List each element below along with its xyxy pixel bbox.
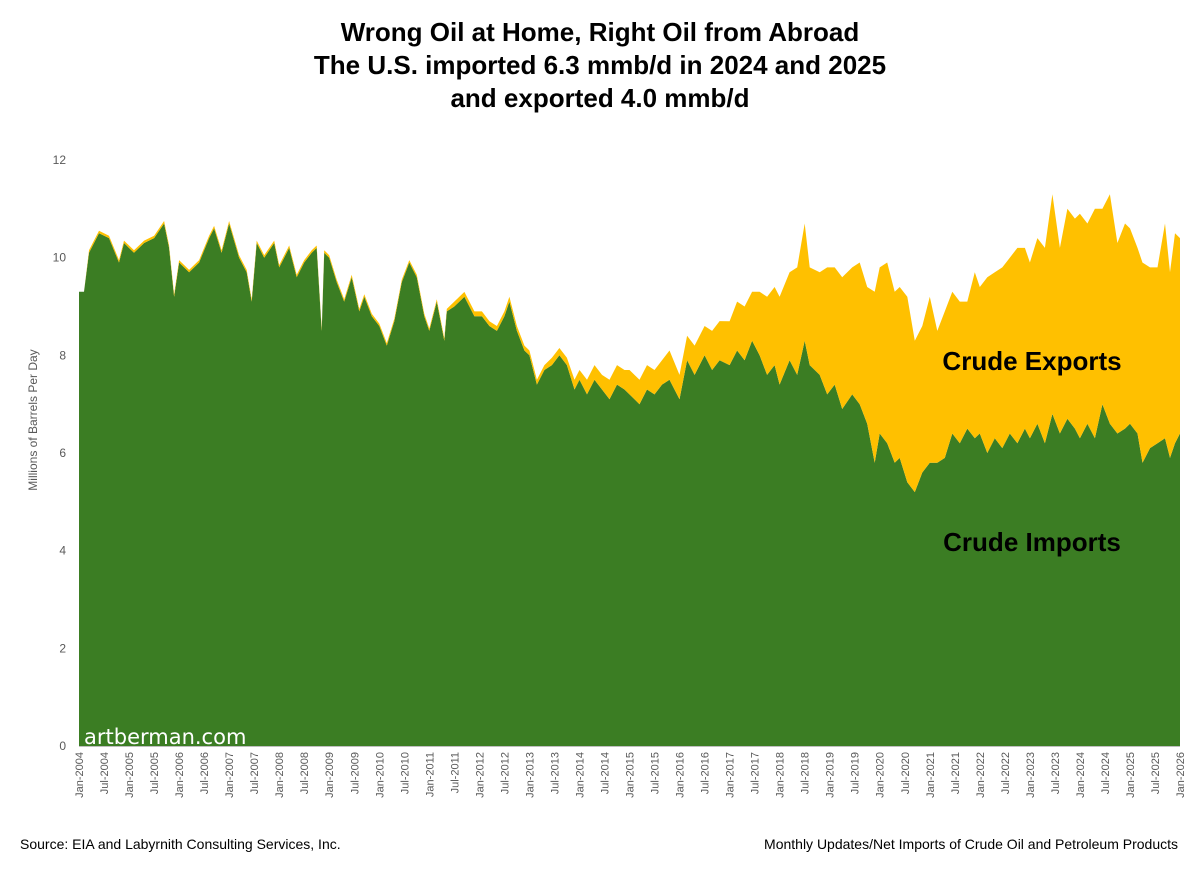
x-tick-label: Jan-2009 (324, 752, 336, 798)
x-tick-label: Jan-2012 (474, 752, 486, 798)
x-tick-label: Jul-2023 (1050, 752, 1062, 794)
x-tick-label: Jul-2013 (549, 752, 561, 794)
x-tick-label: Jul-2020 (900, 752, 912, 794)
x-tick-label: Jan-2007 (224, 752, 236, 798)
x-tick-label: Jan-2020 (875, 752, 887, 798)
x-tick-label: Jan-2013 (524, 752, 536, 798)
x-tick-label: Jul-2008 (299, 752, 311, 794)
x-tick-label: Jan-2006 (174, 752, 186, 798)
x-tick-label: Jan-2010 (374, 752, 386, 798)
x-tick-label: Jul-2021 (950, 752, 962, 794)
x-tick-label: Jan-2005 (124, 752, 136, 798)
x-tick-label: Jan-2023 (1025, 752, 1037, 798)
title-line-2: The U.S. imported 6.3 mmb/d in 2024 and … (313, 50, 887, 80)
x-tick-label: Jan-2026 (1175, 752, 1187, 798)
y-tick-label: 6 (59, 446, 66, 460)
x-tick-label: Jul-2025 (1150, 752, 1162, 794)
x-tick-label: Jan-2018 (775, 752, 787, 798)
area-layer (79, 194, 1180, 746)
x-tick-label: Jan-2025 (1125, 752, 1137, 798)
x-tick-label: Jan-2019 (825, 752, 837, 798)
x-tick-label: Jul-2009 (349, 752, 361, 794)
y-tick-label: 8 (59, 348, 66, 362)
x-tick-label: Jul-2019 (850, 752, 862, 794)
x-tick-label: Jul-2015 (650, 752, 662, 794)
x-tick-label: Jul-2018 (800, 752, 812, 794)
x-tick-label: Jul-2005 (149, 752, 161, 794)
y-axis-label: Millions of Barrels Per Day (26, 349, 40, 490)
title-line-1: Wrong Oil at Home, Right Oil from Abroad (340, 17, 860, 47)
watermark: artberman.com (84, 725, 246, 749)
y-tick-label: 10 (53, 251, 67, 265)
x-tick-label: Jul-2024 (1100, 752, 1112, 794)
x-axis: Jan-2004 Jul-2004 Jan-2005 Jul-2005 Jan-2006… (74, 746, 1187, 798)
x-tick-label: Jul-2014 (600, 752, 612, 794)
x-tick-label: Jan-2014 (575, 752, 587, 798)
chart-title: Wrong Oil at Home, Right Oil from Abroad… (0, 16, 1200, 115)
x-tick-label: Jul-2004 (99, 752, 111, 794)
x-tick-label: Jul-2016 (700, 752, 712, 794)
x-tick-label: Jan-2004 (74, 752, 86, 798)
series-area-crude-imports (79, 223, 1180, 746)
x-tick-label: Jan-2011 (424, 752, 436, 797)
series-area-crude-exports (79, 194, 1180, 493)
y-tick-label: 4 (59, 544, 66, 558)
x-tick-label: Jul-2017 (750, 752, 762, 794)
x-tick-label: Jul-2012 (499, 752, 511, 794)
title-line-3: and exported 4.0 mmb/d (450, 83, 750, 113)
x-tick-label: Jul-2007 (249, 752, 261, 794)
x-tick-label: Jan-2024 (1075, 752, 1087, 798)
dataset-note: Monthly Updates/Net Imports of Crude Oil… (764, 836, 1178, 852)
x-tick-label: Jul-2010 (399, 752, 411, 794)
annotation-crude-imports: Crude Imports (943, 527, 1121, 557)
x-tick-label: Jan-2015 (625, 752, 637, 798)
x-tick-label: Jan-2008 (274, 752, 286, 798)
y-tick-label: 12 (53, 153, 67, 167)
y-tick-label: 0 (59, 739, 66, 753)
x-tick-label: Jan-2022 (975, 752, 987, 798)
annotation-crude-exports: Crude Exports (942, 346, 1121, 376)
x-tick-label: Jan-2021 (925, 752, 937, 798)
x-tick-label: Jan-2017 (725, 752, 737, 798)
y-axis: 0 2 4 6 8 10 12 (53, 153, 67, 753)
x-tick-label: Jul-2022 (1000, 752, 1012, 794)
x-tick-label: Jul-2006 (199, 752, 211, 794)
source-note: Source: EIA and Labyrnith Consulting Ser… (20, 836, 341, 852)
x-tick-label: Jan-2016 (675, 752, 687, 798)
x-tick-label: Jul-2011 (449, 752, 461, 793)
y-tick-label: 2 (59, 641, 66, 655)
